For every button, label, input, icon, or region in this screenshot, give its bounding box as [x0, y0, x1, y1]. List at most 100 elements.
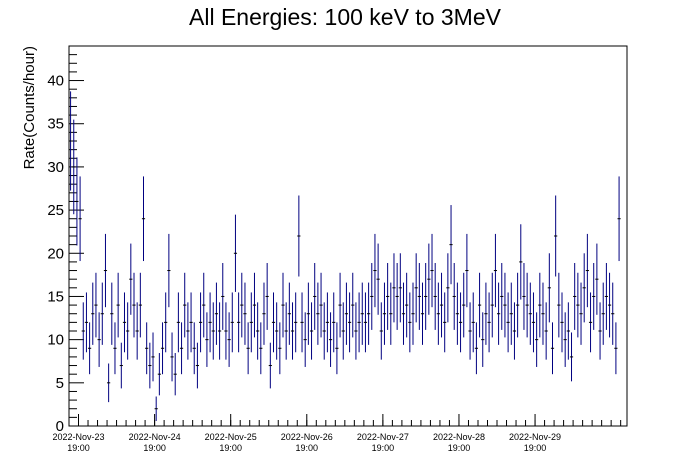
data-point: [113, 322, 117, 375]
data-point: [179, 322, 184, 375]
data-point: [332, 292, 336, 353]
data-points: [69, 91, 621, 421]
data-point: [316, 282, 320, 345]
data-point: [297, 195, 301, 277]
data-point: [116, 272, 120, 338]
data-point: [547, 253, 551, 323]
data-point: [129, 243, 133, 315]
data-point: [275, 302, 279, 360]
data-point: [569, 332, 574, 382]
data-point: [417, 263, 421, 330]
data-point: [557, 272, 561, 338]
data-point: [81, 302, 85, 360]
data-point: [531, 292, 536, 353]
data-point: [563, 312, 567, 367]
chart-title: All Energies: 100 keV to 3MeV: [189, 4, 502, 30]
data-point: [398, 253, 402, 323]
data-point: [268, 342, 272, 389]
data-point: [303, 312, 307, 367]
data-point: [227, 312, 231, 367]
data-point: [363, 292, 368, 353]
data-point: [509, 282, 513, 345]
data-point: [535, 312, 539, 367]
data-point: [376, 243, 380, 315]
y-tick-label: 10: [47, 332, 64, 349]
data-point: [151, 332, 155, 382]
data-point: [338, 272, 342, 338]
data-point: [427, 243, 431, 315]
data-point: [202, 272, 206, 338]
data-point: [256, 302, 260, 360]
data-point: [243, 282, 247, 345]
data-point: [233, 214, 238, 292]
data-point: [443, 292, 447, 353]
data-point: [154, 396, 158, 421]
data-point: [401, 282, 406, 345]
data-point: [214, 282, 219, 345]
data-point: [195, 342, 199, 389]
data-point: [262, 282, 266, 345]
data-point: [522, 263, 526, 330]
x-tick-label-time: 19:00: [219, 443, 242, 453]
data-point: [97, 312, 101, 367]
x-tick-label-time: 19:00: [372, 443, 395, 453]
data-point: [614, 322, 618, 375]
data-point: [604, 263, 608, 330]
data-point: [481, 312, 485, 367]
y-tick-label: 5: [56, 375, 64, 392]
data-point: [462, 272, 466, 338]
data-point: [595, 243, 599, 315]
data-point: [284, 302, 288, 360]
data-point: [477, 272, 482, 338]
data-point: [240, 272, 244, 338]
data-point: [328, 312, 333, 367]
data-point: [465, 233, 469, 308]
data-point: [119, 342, 123, 389]
data-point: [348, 292, 352, 353]
data-point: [103, 233, 108, 308]
data-point: [588, 292, 593, 353]
data-point: [237, 292, 241, 353]
y-tick-label: 30: [47, 159, 64, 176]
data-point: [579, 282, 583, 345]
data-point: [287, 282, 291, 345]
data-point: [186, 302, 190, 360]
data-point: [408, 292, 412, 353]
data-point: [173, 353, 177, 396]
data-point: [411, 282, 415, 345]
data-point: [249, 292, 253, 353]
data-point: [167, 233, 171, 308]
data-point: [484, 282, 488, 345]
data-point: [455, 282, 459, 345]
data-point: [433, 263, 437, 330]
data-point: [541, 282, 545, 345]
data-point: [164, 292, 168, 353]
data-point: [566, 302, 570, 360]
x-tick-label-date: 2022-Nov-27: [357, 432, 409, 442]
data-point: [468, 302, 472, 360]
data-point: [319, 272, 323, 338]
data-point: [309, 302, 314, 360]
data-point: [585, 233, 589, 308]
data-point: [176, 292, 180, 353]
data-point: [208, 292, 212, 353]
data-point: [322, 302, 326, 360]
x-tick-label-time: 19:00: [143, 443, 166, 453]
y-axis-label: Rate(Counts/hour): [21, 46, 38, 169]
data-point: [344, 282, 348, 345]
data-point: [392, 253, 396, 323]
data-point: [335, 322, 339, 375]
y-tick-label: 15: [47, 288, 64, 305]
data-point: [221, 263, 225, 330]
data-point: [405, 272, 409, 338]
data-point: [294, 292, 298, 353]
data-point: [351, 272, 355, 338]
data-point: [354, 302, 358, 360]
data-point: [157, 353, 161, 396]
data-point: [357, 292, 361, 353]
data-point: [325, 292, 329, 353]
x-tick-label-time: 19:00: [296, 443, 319, 453]
data-point: [300, 292, 304, 353]
data-point: [424, 263, 428, 330]
